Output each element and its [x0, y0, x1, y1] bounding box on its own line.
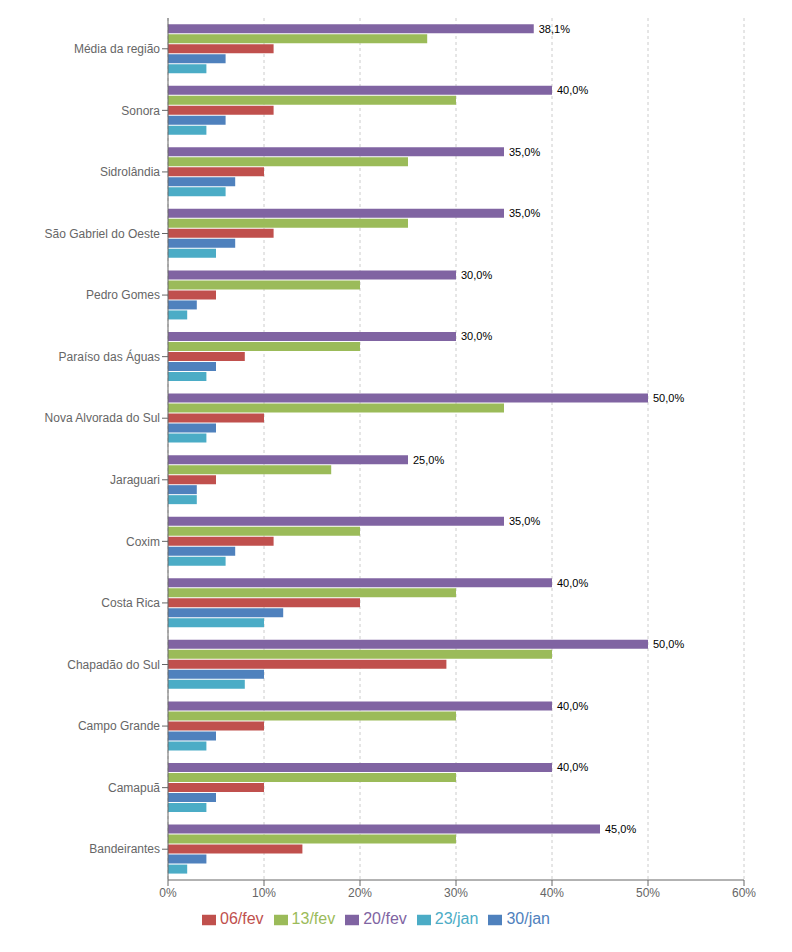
svg-text:35,0%: 35,0%	[509, 146, 540, 158]
svg-text:0%: 0%	[159, 886, 177, 900]
svg-text:35,0%: 35,0%	[509, 515, 540, 527]
svg-text:Paraíso das Águas: Paraíso das Águas	[59, 349, 160, 364]
svg-text:30%: 30%	[444, 886, 468, 900]
html-text:23/jan: 23/jan	[434, 910, 479, 927]
svg-text:Coxim: Coxim	[126, 535, 160, 549]
svg-text:Nova Alvorada do Sul: Nova Alvorada do Sul	[45, 411, 160, 425]
svg-text:50%: 50%	[636, 886, 660, 900]
svg-text:50,0%: 50,0%	[653, 638, 684, 650]
svg-text:30,0%: 30,0%	[461, 330, 492, 342]
svg-text:Sonora: Sonora	[121, 104, 160, 118]
svg-text:45,0%: 45,0%	[605, 823, 636, 835]
svg-text:40,0%: 40,0%	[557, 577, 588, 589]
svg-text:Sidrolândia: Sidrolândia	[100, 165, 160, 179]
svg-text:Costa Rica: Costa Rica	[101, 596, 160, 610]
svg-text:Chapadão do Sul: Chapadão do Sul	[67, 658, 160, 672]
html-text:20/fev: 20/fev	[363, 910, 407, 927]
svg-text:Camapuã: Camapuã	[108, 781, 160, 795]
svg-text:40%: 40%	[540, 886, 564, 900]
svg-text:40,0%: 40,0%	[557, 700, 588, 712]
svg-text:São Gabriel do Oeste: São Gabriel do Oeste	[45, 227, 161, 241]
svg-text:Bandeirantes: Bandeirantes	[89, 842, 160, 856]
svg-text:10%: 10%	[252, 886, 276, 900]
svg-text:Campo Grande: Campo Grande	[78, 719, 160, 733]
svg-text:40,0%: 40,0%	[557, 761, 588, 773]
svg-text:20%: 20%	[348, 886, 372, 900]
svg-text:38,1%: 38,1%	[539, 23, 570, 35]
svg-text:Média da região: Média da região	[74, 42, 160, 56]
html-text:30/jan: 30/jan	[506, 910, 550, 927]
svg-text:Jaraguari: Jaraguari	[110, 473, 160, 487]
html-text:13/fev: 13/fev	[291, 910, 336, 927]
svg-text:25,0%: 25,0%	[413, 454, 444, 466]
svg-text:Pedro Gomes: Pedro Gomes	[86, 288, 160, 302]
svg-text:40,0%: 40,0%	[557, 84, 588, 96]
svg-text:35,0%: 35,0%	[509, 207, 540, 219]
svg-text:60%: 60%	[732, 886, 756, 900]
svg-text:50,0%: 50,0%	[653, 392, 684, 404]
html-text:06/fev: 06/fev	[220, 910, 264, 927]
svg-text:30,0%: 30,0%	[461, 269, 492, 281]
